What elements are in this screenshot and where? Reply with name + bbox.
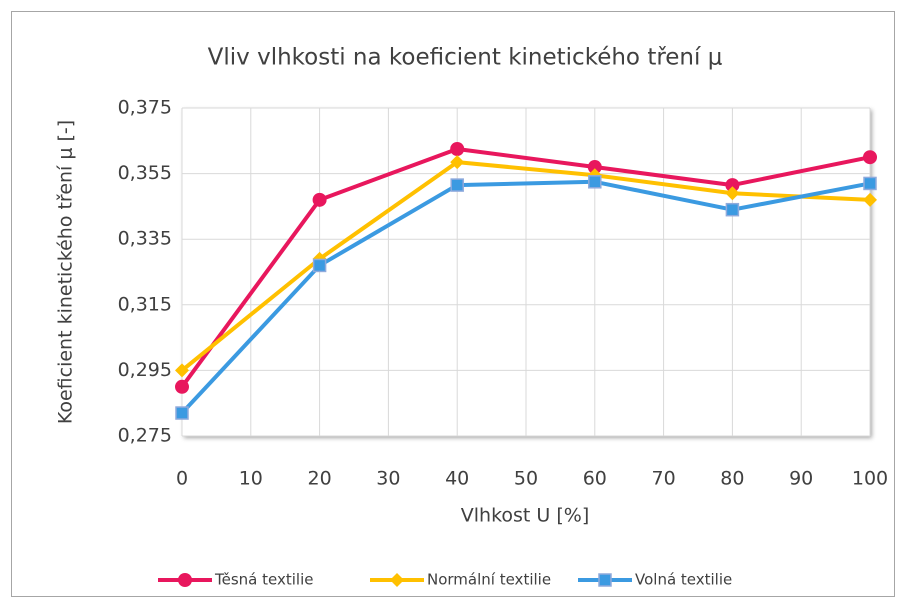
x-tick-label: 10: [239, 468, 263, 490]
data-point: [450, 155, 465, 170]
data-point: [450, 142, 465, 156]
data-point: [725, 186, 740, 201]
x-tick-label: 50: [514, 468, 538, 490]
legend-label: Těsná textilie: [214, 571, 313, 589]
data-point: [588, 175, 602, 189]
data-point: [312, 192, 327, 207]
legend-marker: [178, 573, 192, 587]
y-tick-label: 0,355: [118, 162, 172, 184]
data-point: [587, 160, 602, 175]
data-point: [863, 192, 877, 207]
data-point: [175, 363, 189, 378]
y-tick-label: 0,295: [118, 359, 172, 381]
data-point: [863, 150, 877, 165]
y-tick-label: 0,275: [118, 425, 172, 447]
x-tick-label: 80: [720, 468, 744, 490]
x-tick-label: 60: [583, 468, 607, 490]
y-tick-label: 0,375: [118, 97, 172, 119]
data-point: [450, 178, 464, 192]
series-line: [180, 147, 871, 388]
legend-label: Volná textilie: [635, 571, 732, 589]
x-axis-label: Vlhkost U [%]: [461, 505, 589, 527]
legend-label: Normální textilie: [427, 571, 551, 589]
series-line: [180, 179, 871, 415]
x-tick-label: 30: [376, 468, 400, 490]
legend-marker: [390, 573, 404, 587]
chart-title: Vliv vlhkosti na koeficient kinetického …: [208, 45, 723, 71]
legend-marker: [598, 573, 612, 587]
data-point: [725, 202, 740, 217]
data-point: [312, 258, 327, 273]
x-tick-label: 70: [652, 468, 676, 490]
data-point: [175, 379, 189, 394]
data-point: [725, 178, 740, 193]
x-tick-label: 0: [176, 468, 188, 490]
x-tick-label: 20: [308, 468, 332, 490]
data-point: [175, 406, 189, 420]
y-tick-label: 0,335: [118, 228, 172, 250]
data-point: [863, 176, 877, 191]
y-tick-label: 0,315: [118, 293, 172, 315]
series-line: [180, 160, 871, 372]
x-tick-label: 100: [852, 468, 888, 490]
x-tick-label: 90: [789, 468, 813, 490]
y-axis-label: Koeficient kinetického tření μ [-]: [55, 120, 77, 424]
x-tick-label: 40: [445, 468, 469, 490]
